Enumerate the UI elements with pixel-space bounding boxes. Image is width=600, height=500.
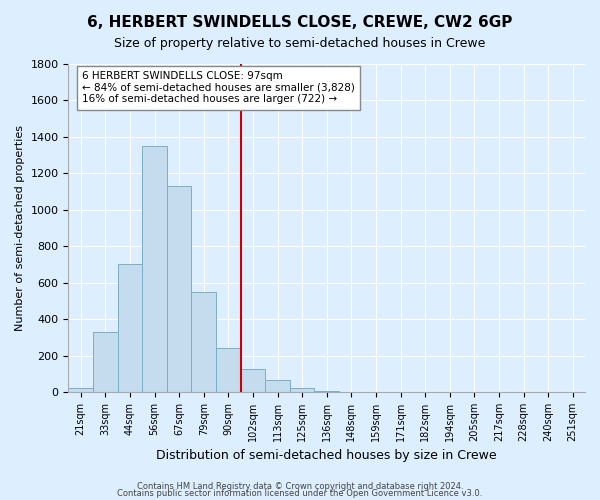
Bar (68, 388, 93, 392)
Bar (290, 388, 314, 392)
Bar (216, 348, 241, 392)
Bar (191, 292, 216, 392)
Y-axis label: Number of semi-detached properties: Number of semi-detached properties (15, 125, 25, 331)
Text: Contains HM Land Registry data © Crown copyright and database right 2024.: Contains HM Land Registry data © Crown c… (137, 482, 463, 491)
Bar (142, 146, 167, 392)
Bar (93, 332, 118, 392)
Text: Size of property relative to semi-detached houses in Crewe: Size of property relative to semi-detach… (115, 38, 485, 51)
Text: 6 HERBERT SWINDELLS CLOSE: 97sqm
← 84% of semi-detached houses are smaller (3,82: 6 HERBERT SWINDELLS CLOSE: 97sqm ← 84% o… (82, 72, 355, 104)
Bar (167, 186, 191, 392)
X-axis label: Distribution of semi-detached houses by size in Crewe: Distribution of semi-detached houses by … (157, 450, 497, 462)
Bar (241, 370, 265, 392)
Bar (265, 380, 290, 392)
Bar (118, 264, 142, 392)
Text: 6, HERBERT SWINDELLS CLOSE, CREWE, CW2 6GP: 6, HERBERT SWINDELLS CLOSE, CREWE, CW2 6… (88, 15, 512, 30)
Bar (314, 391, 339, 392)
Text: Contains public sector information licensed under the Open Government Licence v3: Contains public sector information licen… (118, 488, 482, 498)
